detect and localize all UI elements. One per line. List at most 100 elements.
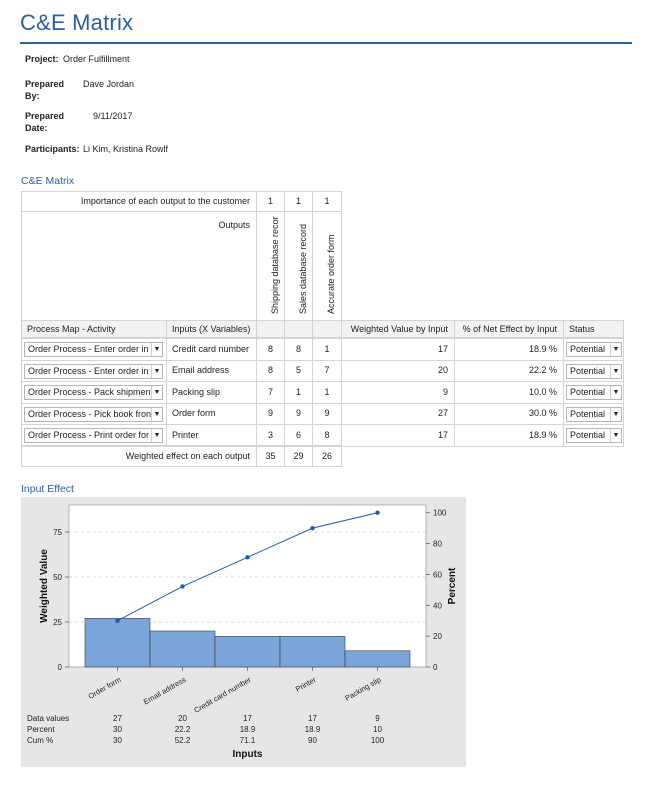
dropdown-arrow-icon[interactable]: ▼: [151, 429, 162, 442]
process-activity-select[interactable]: Order Process - Enter order in ▼: [24, 342, 163, 357]
output-header: Accurate order form: [312, 211, 342, 321]
table-value: 18.9: [240, 725, 256, 734]
process-activity-select[interactable]: Order Process - Pick book fron ▼: [24, 406, 163, 422]
process-activity-value: Order Process - Enter order in: [28, 345, 149, 354]
dropdown-arrow-icon[interactable]: ▼: [610, 386, 621, 399]
page-title: C&E Matrix: [20, 10, 134, 35]
table-value: 17: [243, 714, 252, 723]
process-activity-select[interactable]: Order Process - Enter order in ▼: [24, 363, 163, 379]
participants-value: Li Kim, Kristina Rowlf: [83, 144, 169, 154]
x-axis-title: Inputs: [233, 749, 263, 760]
table-row-label: Data values: [27, 714, 69, 723]
pareto-chart-svg: 0 25 50 75 0 20 40 60 80 100 Order form Email addre…: [27, 504, 458, 760]
percent-effect-cell: 30.0 %: [454, 402, 564, 425]
col-header-process: Process Map - Activity: [21, 320, 167, 338]
output-name: Shipping database recor: [270, 216, 280, 314]
status-select[interactable]: Potential ▼: [566, 385, 622, 400]
y2-tick-label: 20: [433, 632, 442, 641]
col-header-inputs: Inputs (X Variables): [166, 320, 257, 338]
score-cell: 9: [312, 402, 342, 425]
status-select[interactable]: Potential ▼: [566, 342, 622, 357]
input-cell: Printer: [166, 424, 257, 447]
x-tick-label: Printer: [294, 675, 318, 694]
cumulative-point: [245, 555, 250, 560]
col-header-weighted: Weighted Value by Input: [341, 320, 455, 338]
score-cell: 8: [284, 338, 313, 361]
cumulative-point: [180, 584, 185, 589]
dropdown-arrow-icon[interactable]: ▼: [610, 343, 621, 356]
y2-tick-label: 80: [433, 540, 442, 549]
table-value: 30: [113, 725, 122, 734]
x-tick-label: Packing slip: [343, 675, 382, 703]
status-cell: Potential ▼: [563, 424, 624, 447]
dropdown-arrow-icon[interactable]: ▼: [151, 343, 162, 356]
input-cell: Credit card number: [166, 338, 257, 361]
status-value: Potential: [570, 431, 606, 440]
table-value: 18.9: [305, 725, 321, 734]
y-tick-label: 75: [53, 528, 62, 537]
output-header: Shipping database recor: [256, 211, 285, 321]
process-cell: Order Process - Pack shipment ▼: [21, 381, 167, 404]
importance-label: Importance of each output to the custome…: [21, 191, 257, 212]
score-cell: 1: [312, 338, 342, 361]
table-value: 100: [371, 736, 385, 745]
title-divider: [20, 42, 632, 44]
status-select[interactable]: Potential ▼: [566, 428, 622, 443]
score-cell: 9: [256, 402, 285, 425]
score-cell: 7: [312, 359, 342, 382]
table-value: 17: [308, 714, 317, 723]
x-tick-label: Order form: [87, 675, 123, 701]
col-header-status: Status: [563, 320, 624, 338]
status-value: Potential: [570, 366, 606, 376]
importance-value: 1: [284, 191, 313, 212]
score-cell: 9: [284, 402, 313, 425]
dropdown-arrow-icon[interactable]: ▼: [151, 364, 162, 378]
weighted-effect-value: 35: [256, 445, 285, 467]
bar: [149, 630, 216, 668]
weighted-value-cell: 9: [341, 381, 455, 404]
col-header-percent: % of Net Effect by Input: [454, 320, 564, 338]
table-value: 30: [113, 736, 122, 745]
percent-effect-cell: 22.2 %: [454, 359, 564, 382]
y2-tick-label: 100: [433, 509, 447, 518]
weighted-value-cell: 17: [341, 424, 455, 447]
x-tick-label: Credit card number: [192, 675, 253, 715]
score-cell: 1: [284, 381, 313, 404]
importance-value: 1: [312, 191, 342, 212]
score-cell: 6: [284, 424, 313, 447]
score-cell: 8: [256, 338, 285, 361]
status-cell: Potential ▼: [563, 338, 624, 361]
bar: [344, 650, 411, 668]
bar: [279, 636, 346, 668]
status-select[interactable]: Potential ▼: [566, 363, 622, 379]
y2-tick-label: 60: [433, 570, 442, 579]
score-cell: 5: [284, 359, 313, 382]
y-tick-label: 25: [53, 618, 62, 627]
weighted-effect-label: Weighted effect on each output: [21, 445, 257, 467]
dropdown-arrow-icon[interactable]: ▼: [151, 386, 162, 399]
weighted-value-cell: 27: [341, 402, 455, 425]
table-row-label: Percent: [27, 725, 55, 734]
process-cell: Order Process - Enter order in ▼: [21, 338, 167, 361]
y-axis-title: Weighted Value: [39, 549, 50, 623]
process-cell: Order Process - Pick book fron ▼: [21, 402, 167, 425]
status-select[interactable]: Potential ▼: [566, 406, 622, 422]
score-cell: 1: [312, 381, 342, 404]
process-activity-value: Order Process - Pack shipment: [28, 388, 151, 397]
process-activity-select[interactable]: Order Process - Print order for ▼: [24, 428, 163, 443]
cumulative-point: [115, 618, 120, 623]
percent-effect-cell: 18.9 %: [454, 424, 564, 447]
dropdown-arrow-icon[interactable]: ▼: [610, 407, 621, 421]
process-cell: Order Process - Enter order in ▼: [21, 359, 167, 382]
dropdown-arrow-icon[interactable]: ▼: [610, 364, 621, 378]
dropdown-arrow-icon[interactable]: ▼: [151, 407, 162, 421]
y2-axis-title: Percent: [447, 567, 458, 604]
status-cell: Potential ▼: [563, 381, 624, 404]
input-cell: Packing slip: [166, 381, 257, 404]
bar: [214, 636, 281, 668]
process-activity-select[interactable]: Order Process - Pack shipment ▼: [24, 385, 163, 400]
y-tick-label: 0: [58, 663, 63, 672]
y2-tick-label: 0: [433, 663, 438, 672]
dropdown-arrow-icon[interactable]: ▼: [610, 429, 621, 442]
matrix-section-title: C&E Matrix: [21, 175, 75, 187]
